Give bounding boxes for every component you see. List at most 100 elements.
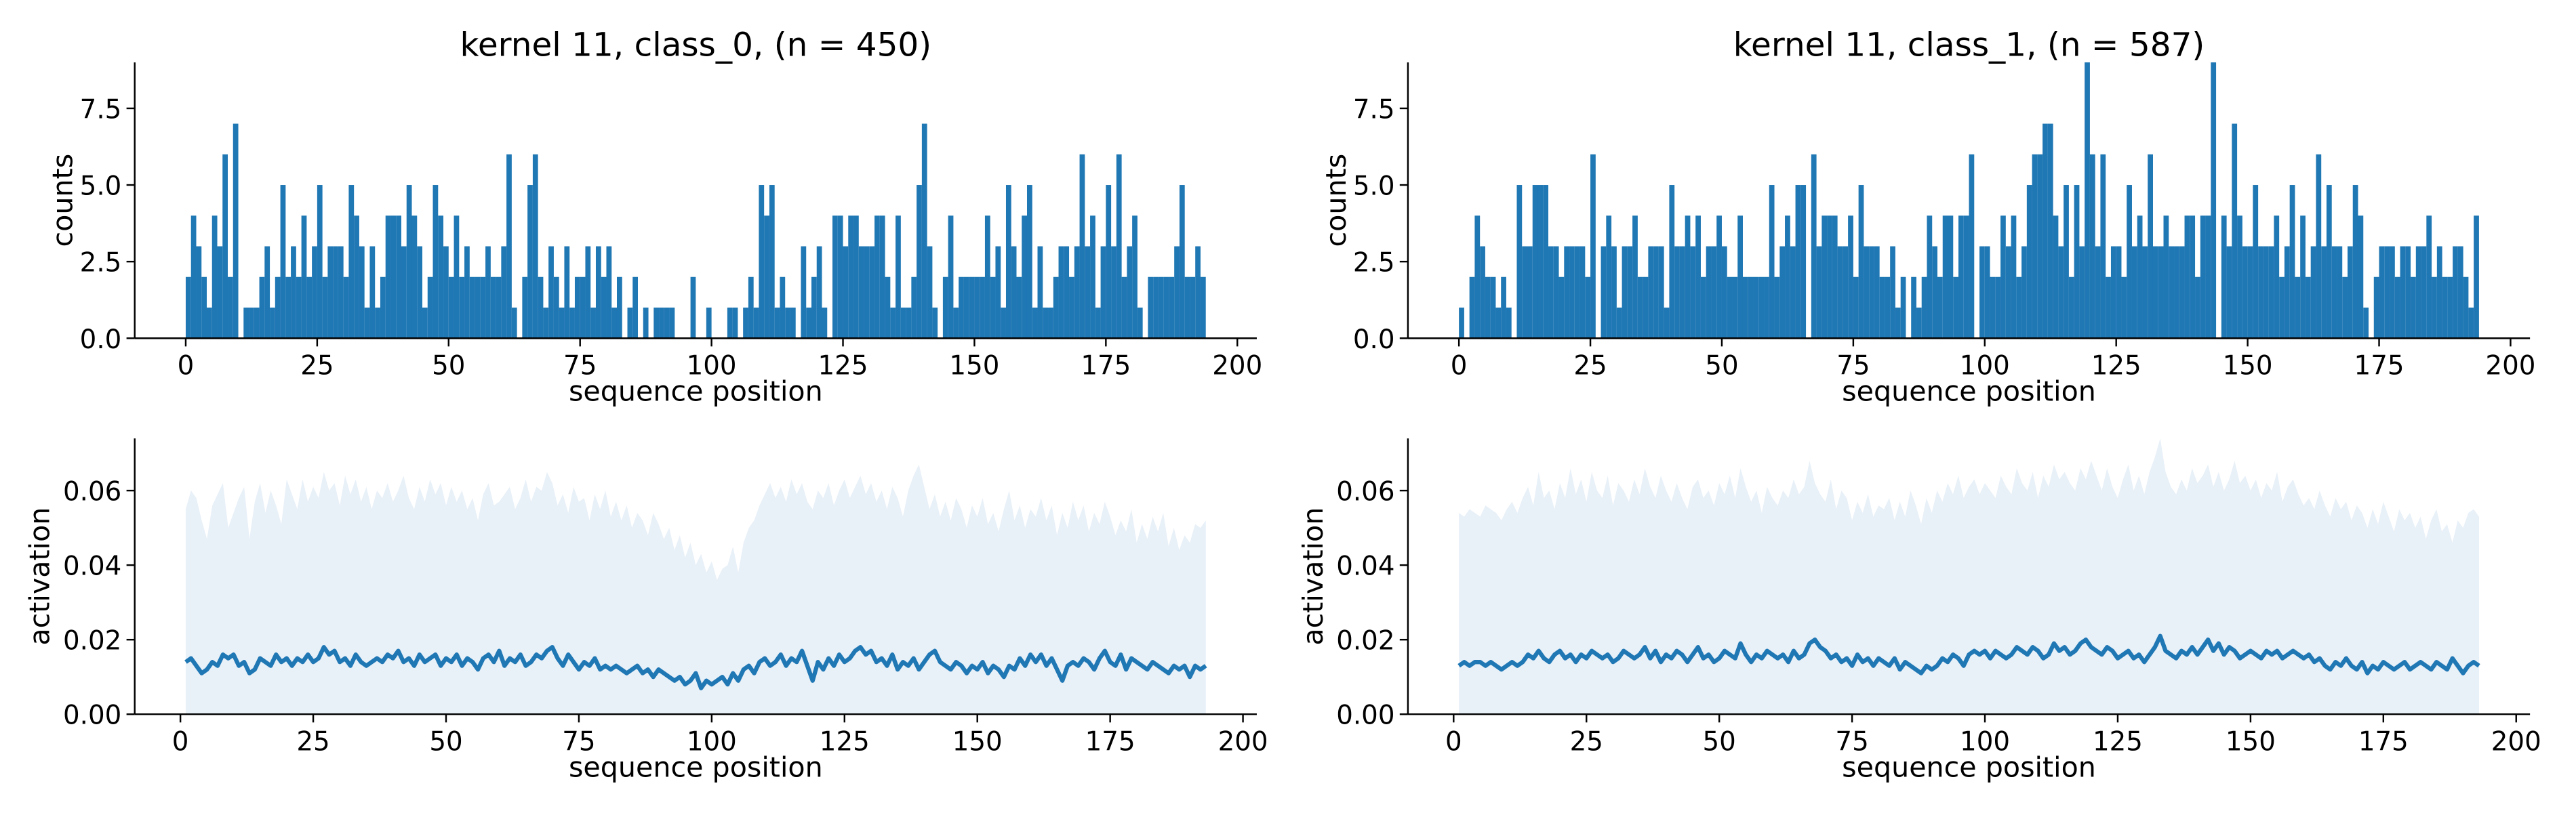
bar (1790, 246, 1796, 339)
bar (2305, 276, 2311, 339)
bar (1632, 215, 1638, 339)
bar (874, 215, 880, 339)
bar (1953, 276, 1959, 339)
bar (1184, 276, 1190, 339)
x-tick-label: 75 (562, 727, 595, 757)
bar (759, 185, 765, 339)
bar (206, 307, 212, 339)
bar (2363, 307, 2369, 339)
y-tick-label: 0.00 (63, 701, 121, 731)
bar (1495, 307, 1502, 339)
bar (1622, 246, 1628, 339)
bar (548, 246, 554, 339)
bar (669, 307, 675, 339)
bar (1158, 276, 1164, 339)
mean-line (184, 645, 1207, 690)
y-tick-label: 7.5 (80, 94, 122, 125)
bar (2253, 185, 2259, 339)
bar (2127, 185, 2132, 339)
bar (1900, 276, 1906, 339)
bar (1553, 246, 1559, 339)
bar (270, 307, 275, 339)
bar (2032, 154, 2038, 339)
bar (1669, 185, 1675, 339)
bar (490, 276, 496, 339)
bar (1163, 276, 1169, 339)
bar (1574, 246, 1580, 339)
bar (380, 276, 386, 339)
bar (1522, 246, 1527, 339)
bar (301, 215, 307, 339)
y-tick-label: 2.5 (80, 248, 122, 278)
bar (606, 246, 612, 339)
x-tick-label: 175 (2358, 727, 2409, 757)
bar (2195, 276, 2200, 339)
bar (364, 307, 370, 339)
bar (932, 307, 938, 339)
bar (1485, 276, 1491, 339)
bar (895, 215, 901, 339)
bar (1532, 185, 1538, 339)
bar (1758, 276, 1765, 339)
bar (2384, 246, 2390, 339)
bar (959, 276, 964, 339)
bar (611, 307, 617, 339)
bar (1979, 246, 1985, 339)
x-tick-label: 0 (178, 351, 195, 381)
bar (1811, 154, 1817, 339)
bar (401, 246, 407, 339)
x-tick-label: 175 (1081, 351, 1131, 381)
x-axis-label: sequence position (569, 375, 823, 407)
bar (785, 307, 790, 339)
bar (306, 276, 313, 339)
bar (590, 307, 596, 339)
bar (1637, 276, 1643, 339)
bar (2453, 246, 2458, 339)
bar (837, 215, 843, 339)
bar (1742, 276, 1748, 339)
bar (2352, 185, 2358, 339)
bar (1932, 246, 1937, 339)
bar (1853, 276, 1859, 339)
bar (2457, 246, 2463, 339)
bar (879, 215, 885, 339)
bar (1179, 185, 1185, 339)
bar (580, 276, 586, 339)
bar (2169, 246, 2175, 339)
x-tick-label: 150 (2223, 351, 2273, 381)
bar (559, 307, 565, 339)
bar (963, 276, 969, 339)
bar (532, 154, 538, 339)
bar (2095, 246, 2101, 339)
x-tick-label: 0 (1445, 727, 1462, 757)
bar (1837, 246, 1843, 339)
bar (327, 246, 334, 339)
bar (1685, 215, 1691, 339)
bar (1537, 185, 1544, 339)
bar (1627, 246, 1633, 339)
bar (890, 307, 896, 339)
bar (243, 307, 249, 339)
y-tick-label: 0.04 (63, 551, 121, 582)
bar (2263, 246, 2269, 339)
bar (2116, 246, 2122, 339)
bar (2131, 246, 2137, 339)
bar (2289, 185, 2295, 339)
bar (2379, 246, 2385, 339)
bar (574, 276, 580, 339)
bar (196, 246, 202, 339)
bar (2390, 246, 2395, 339)
bar (816, 246, 822, 339)
bar (1011, 246, 1017, 339)
bar (1822, 215, 1828, 339)
x-tick-label: 200 (2485, 351, 2535, 381)
bar (2016, 276, 2022, 339)
bar (2400, 246, 2406, 339)
bar (1800, 185, 1807, 339)
bar (764, 215, 769, 339)
bar (1459, 307, 1464, 339)
x-tick-label: 25 (1573, 351, 1607, 381)
bar (296, 276, 302, 339)
x-tick-label: 50 (432, 351, 465, 381)
bar (1921, 276, 1927, 339)
